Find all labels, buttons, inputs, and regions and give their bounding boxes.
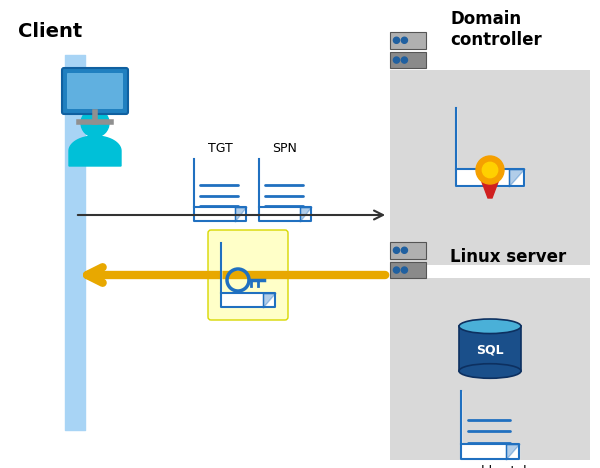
- Bar: [390, 278, 590, 460]
- Circle shape: [394, 37, 400, 44]
- Circle shape: [401, 37, 407, 44]
- Circle shape: [401, 267, 407, 273]
- Bar: [390, 262, 426, 278]
- FancyBboxPatch shape: [62, 68, 128, 114]
- FancyBboxPatch shape: [208, 230, 288, 320]
- Polygon shape: [263, 293, 275, 307]
- Polygon shape: [506, 444, 519, 459]
- Circle shape: [476, 156, 504, 184]
- Circle shape: [394, 267, 400, 273]
- Text: TGT: TGT: [208, 142, 232, 155]
- FancyBboxPatch shape: [67, 73, 123, 109]
- Text: SPN: SPN: [272, 142, 298, 155]
- Polygon shape: [194, 159, 246, 221]
- Bar: [390, 32, 426, 49]
- Ellipse shape: [459, 364, 521, 378]
- Text: Client: Client: [18, 22, 82, 41]
- Polygon shape: [69, 136, 121, 166]
- Bar: [459, 326, 521, 371]
- Text: mssql.keytab: mssql.keytab: [449, 465, 532, 468]
- Polygon shape: [259, 159, 311, 221]
- Circle shape: [482, 162, 498, 178]
- Polygon shape: [509, 169, 524, 186]
- Ellipse shape: [459, 319, 521, 334]
- Polygon shape: [235, 207, 246, 221]
- Circle shape: [394, 247, 400, 253]
- Circle shape: [81, 109, 109, 137]
- Text: SQL: SQL: [476, 344, 504, 357]
- Polygon shape: [461, 391, 519, 459]
- Text: Linux server: Linux server: [450, 248, 566, 266]
- Circle shape: [394, 57, 400, 63]
- Polygon shape: [482, 181, 499, 198]
- Polygon shape: [456, 108, 524, 186]
- Polygon shape: [221, 243, 275, 307]
- Circle shape: [401, 247, 407, 253]
- Bar: [390, 242, 426, 258]
- Text: Domain
controller: Domain controller: [450, 10, 542, 49]
- Polygon shape: [299, 207, 311, 221]
- Bar: [390, 52, 426, 68]
- Circle shape: [401, 57, 407, 63]
- Bar: [390, 70, 590, 265]
